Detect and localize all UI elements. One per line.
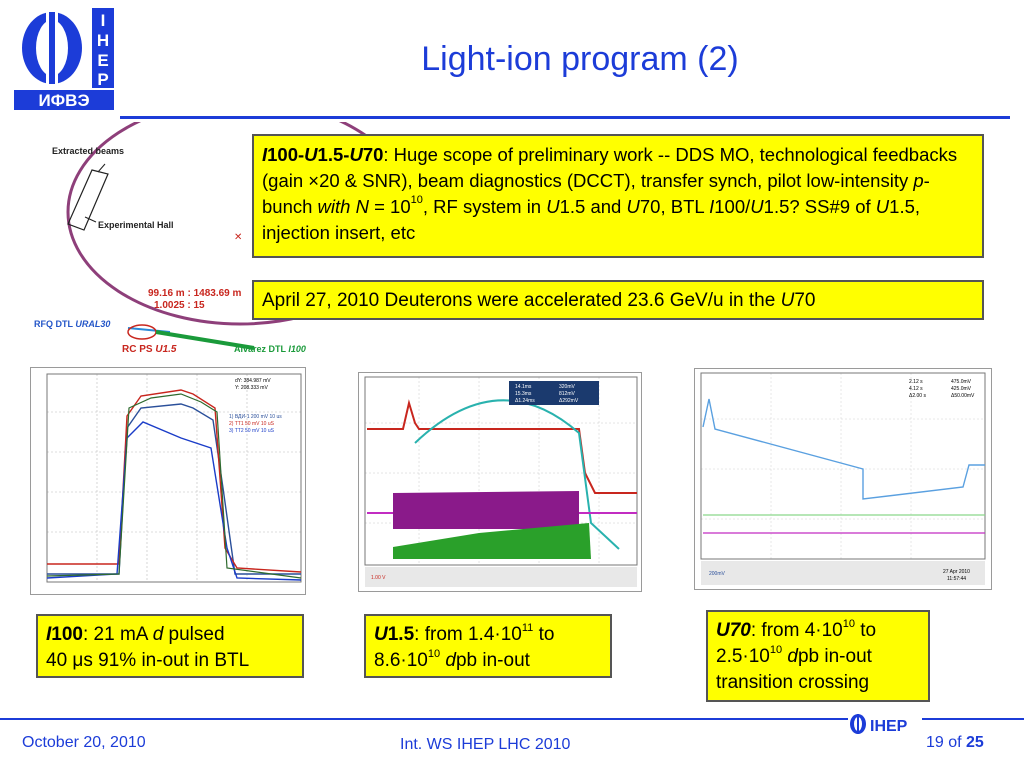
scope1-cursor1: dY: 384.987 mV [235, 378, 271, 384]
scope3-r3: Δ2.00 s [909, 393, 926, 399]
label-ratio: 1.0025 : 15 [154, 300, 205, 311]
logo-letter: P [97, 70, 108, 89]
footer-page-number: 19 of 25 [926, 734, 984, 751]
scope3-r1: 2.12 s [909, 379, 923, 385]
scope2-status-bar [365, 567, 637, 587]
scope3-v2: 425.0mV [951, 386, 972, 392]
scope3-v3: Δ50.00mV [951, 393, 975, 399]
scope2-v2: 812mV [559, 391, 576, 397]
scope2-bottom: 1.00 V [371, 575, 386, 581]
caption-u70: U70: from 4·1010 to 2.5·1010 dpb in-out … [706, 610, 930, 702]
trace-darkblue [46, 421, 302, 581]
scope3-r2: 4.12 s [909, 386, 923, 392]
scope2-r3: Δ1.24ms [515, 398, 535, 404]
ring-path [66, 122, 370, 326]
rcps-ring [127, 324, 157, 340]
footer-conference: Int. WS IHEP LHC 2010 [400, 736, 571, 753]
label-rcps: RC PS U1.5 [122, 344, 177, 355]
trace-green-fill [393, 523, 591, 559]
accelerator-diagram: ✕ Extracted beams Experimental Hall 99.1… [30, 122, 370, 362]
program-summary-box: I100-U1.5-U70: Huge scope of preliminary… [252, 134, 984, 258]
label-alvarez: Alvarez DTL I100 [234, 344, 306, 354]
scope2-r1: 14.1ms [515, 384, 532, 390]
scope2-v1: 320mV [559, 384, 576, 390]
logo-letter: E [97, 51, 108, 70]
trace-blue [702, 398, 985, 500]
oscilloscope-u70: 2.12 s 4.12 s Δ2.00 s 475.0mV 425.0mV Δ5… [694, 368, 992, 590]
slide-title: Light-ion program (2) [421, 40, 739, 78]
caption-u15: U1.5: from 1.4·1011 to 8.6·1010 dpb in-o… [364, 614, 612, 678]
logo-letter: I [101, 11, 106, 30]
label-extracted-beams: Extracted beams [52, 146, 125, 156]
scope3-status-bar [701, 561, 985, 585]
footer-divider [0, 718, 1024, 720]
label-experimental-hall: Experimental Hall [98, 220, 174, 230]
ihep-logo: I H E P ИФВЭ [14, 8, 116, 112]
scope1-cursor2: Y: 208.333 mV [235, 385, 268, 391]
scope2-v3: Δ292mV [559, 398, 579, 404]
scope1-legend1: 1) ВДИ-1 200 mV 10 us [229, 414, 282, 420]
alvarez-line [155, 330, 255, 350]
scope3-time: 11:57:44 [947, 576, 966, 582]
logo-bottom-text: ИФВЭ [38, 91, 89, 110]
oscilloscope-i100: dY: 384.987 mV Y: 208.333 mV 1) ВДИ-1 20… [30, 367, 306, 595]
trace-teal [414, 399, 620, 550]
deuteron-result-box: April 27, 2010 Deuterons were accelerate… [252, 280, 984, 320]
trace-purple-band [393, 491, 579, 529]
label-distance: 99.16 m : 1483.69 m [148, 288, 242, 299]
header-divider [120, 116, 1010, 119]
footer-logo: IHEP [848, 712, 922, 738]
logo-letter: H [97, 31, 109, 50]
scope2-r2: 15.3ms [515, 391, 532, 397]
scope3-bottom: 200mV [709, 571, 726, 577]
scope3-v1: 475.0mV [951, 379, 972, 385]
footer-date: October 20, 2010 [22, 734, 146, 751]
scope1-legend2: 2) TT1 50 mV 10 uS [229, 421, 275, 427]
label-rfq: RFQ DTL URAL30 [34, 319, 111, 329]
footer-logo-text: IHEP [870, 718, 908, 735]
scope2-readout-panel [509, 381, 599, 405]
oscilloscope-u15: 14.1ms 15.3ms Δ1.24ms 320mV 812mV Δ292mV… [358, 372, 642, 592]
caption-i100: I100: 21 mA d pulsed 40 μs 91% in-out in… [36, 614, 304, 678]
scope3-date: 27 Apr 2010 [943, 569, 970, 575]
cross-marker: ✕ [234, 232, 242, 243]
trace-green [46, 393, 302, 579]
scope1-legend3: 3) TT2 50 mV 10 uS [229, 428, 275, 434]
trace-red [367, 399, 637, 494]
experimental-hall-shape [67, 169, 109, 231]
